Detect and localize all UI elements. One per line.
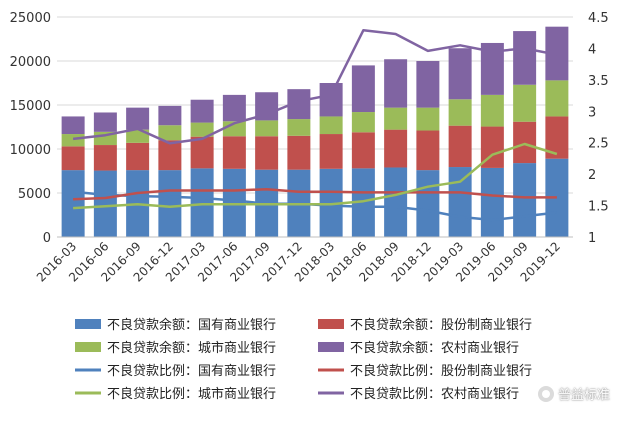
series-line	[73, 187, 557, 201]
bar-segment	[416, 170, 440, 237]
bar-segment	[158, 170, 182, 237]
bar-segment	[448, 125, 472, 168]
bar-segment	[222, 168, 246, 237]
bar-segment	[513, 31, 537, 85]
legend-label: 不良贷款余额：农村商业银行	[350, 340, 519, 356]
bar-segment	[384, 107, 408, 130]
right-axis-tick-label: 4	[588, 42, 596, 57]
bar-segment	[255, 120, 279, 137]
bar-segment	[190, 136, 214, 169]
bar-segment	[126, 129, 150, 143]
legend-swatch	[75, 319, 101, 329]
right-axis-tick-label: 1	[588, 231, 596, 246]
bar-segment	[448, 167, 472, 237]
bar-segment	[545, 80, 569, 117]
bar-segment	[480, 126, 504, 168]
bar-segment	[287, 119, 311, 136]
bar-segment	[513, 84, 537, 122]
legend-label: 不良贷款余额：股份制商业银行	[350, 317, 532, 333]
legend-label: 不良贷款比例：国有商业银行	[107, 363, 276, 379]
legend-label: 不良贷款比例：农村商业银行	[350, 386, 519, 402]
legend-label: 不良贷款余额：城市商业银行	[107, 340, 276, 356]
bar-segment	[319, 134, 343, 169]
right-axis-tick-label: 2	[588, 168, 596, 183]
bar-segment	[158, 105, 182, 126]
bar-segment	[545, 116, 569, 159]
left-axis-tick-label: 15000	[10, 99, 51, 114]
bar-segment	[351, 132, 375, 169]
bar-segment	[190, 122, 214, 137]
bar-segment	[416, 130, 440, 171]
bar-segment	[158, 125, 182, 141]
right-axis-tick-label: 4.5	[588, 11, 609, 26]
bar-segment	[93, 112, 117, 132]
bar-segment	[287, 135, 311, 170]
bar-segment	[384, 59, 408, 108]
bar-segment	[480, 94, 504, 127]
right-axis-tick-label: 2.5	[588, 137, 609, 152]
bar-segment	[61, 170, 85, 237]
legend-label: 不良贷款比例：城市商业银行	[107, 386, 276, 402]
legend-label: 不良贷款比例：股份制商业银行	[350, 363, 532, 379]
bar-segment	[416, 107, 440, 131]
left-axis-tick-label: 0	[43, 231, 51, 246]
left-axis-tick-label: 5000	[18, 187, 51, 202]
bar-segment	[351, 168, 375, 237]
legend-swatch	[75, 342, 101, 352]
bar-segment	[480, 167, 504, 237]
left-axis-tick-label: 10000	[10, 143, 51, 158]
legend-swatch	[318, 342, 344, 352]
bar-segment	[480, 42, 504, 95]
legend-swatch	[318, 319, 344, 329]
bar-segment	[448, 48, 472, 100]
bar-segment	[319, 116, 343, 135]
legend-label: 不良贷款余额：国有商业银行	[107, 317, 276, 333]
bar-segment	[384, 129, 408, 168]
bar-segment	[126, 142, 150, 171]
bar-segment	[351, 65, 375, 113]
watermark-text: 普益标准	[557, 388, 610, 403]
bar-segment	[287, 89, 311, 120]
bar-segment	[319, 168, 343, 237]
bar-segment	[61, 134, 85, 147]
bar-segment	[93, 145, 117, 171]
bar-segment	[222, 94, 246, 122]
right-axis-tick-label: 1.5	[588, 200, 609, 215]
right-axis-tick-label: 3.5	[588, 74, 609, 89]
bar-segment	[126, 107, 150, 130]
bar-segment	[61, 146, 85, 171]
bar-segment	[93, 170, 117, 237]
bar-segment	[448, 99, 472, 126]
bar-segment	[158, 140, 182, 171]
bar-segment	[61, 116, 85, 135]
bar-segment	[513, 121, 537, 164]
right-axis-tick-label: 3	[588, 105, 596, 120]
bar-segment	[384, 167, 408, 237]
series-line	[73, 142, 558, 210]
bar-segment	[190, 168, 214, 237]
series-line	[72, 28, 558, 145]
left-axis-tick-label: 20000	[10, 55, 51, 70]
bar-segment	[190, 99, 214, 123]
bar-segment	[416, 61, 440, 108]
left-axis-tick-label: 25000	[10, 11, 51, 26]
bar-segment	[513, 163, 537, 237]
watermark: 普益标准	[537, 384, 610, 403]
bar-segment	[351, 112, 375, 133]
bar-segment	[222, 136, 246, 169]
wechat-icon	[537, 385, 554, 402]
bar-segment	[255, 136, 279, 170]
bar-segment	[319, 83, 343, 117]
